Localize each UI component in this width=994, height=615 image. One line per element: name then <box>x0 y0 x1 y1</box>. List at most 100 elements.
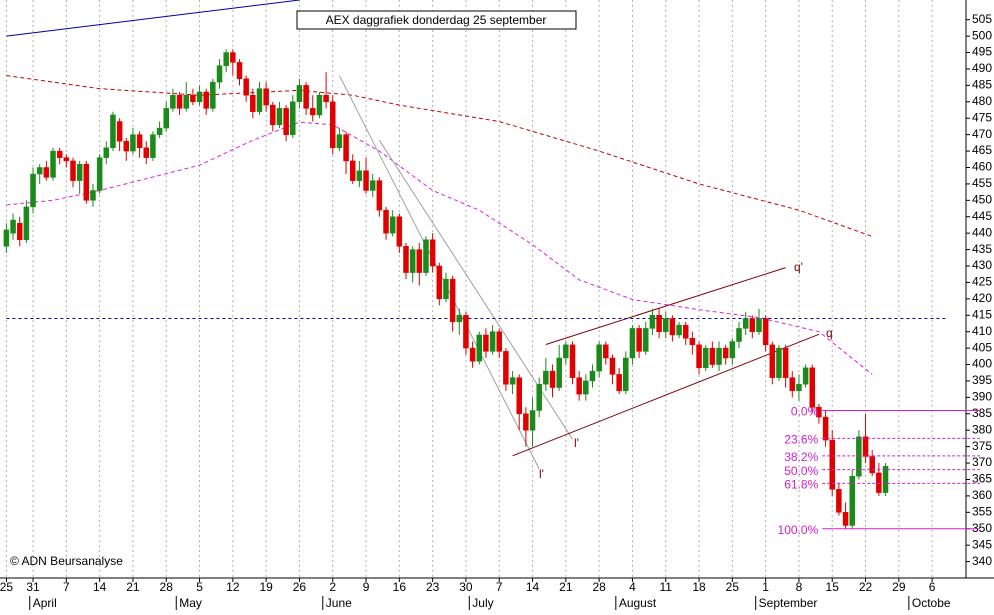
candle-body <box>483 334 489 352</box>
plot-area <box>3 0 946 529</box>
candle-body <box>323 94 329 103</box>
x-tick-label: 28 <box>160 580 174 594</box>
candle-body <box>156 127 163 135</box>
candle-body <box>882 466 889 493</box>
x-tick-label: 29 <box>892 580 906 594</box>
candle-body <box>363 170 369 191</box>
candle-body <box>516 377 522 415</box>
candle-body <box>396 216 403 247</box>
candle-body <box>682 324 689 339</box>
x-tick-label: 23 <box>426 580 440 594</box>
candle-body <box>769 344 776 378</box>
candle-body <box>423 239 429 273</box>
candle-body <box>616 374 622 392</box>
candle-body <box>476 334 483 362</box>
candle-body <box>789 377 796 392</box>
annotation: q <box>826 326 833 340</box>
candle-body <box>862 436 869 457</box>
y-tick-label: 360 <box>972 488 992 502</box>
y-tick-label: 450 <box>972 193 992 207</box>
y-tick-label: 375 <box>972 439 992 453</box>
y-tick-label: 470 <box>972 127 992 141</box>
month-label: Octobe <box>912 596 951 610</box>
candle-body <box>276 108 283 126</box>
candle-body <box>816 406 822 418</box>
copyright: © ADN Beursanalyse <box>10 554 123 568</box>
candle-body <box>83 163 90 201</box>
candle-body <box>556 357 562 388</box>
x-tick-label: 21 <box>559 580 573 594</box>
y-tick-label: 370 <box>972 455 992 469</box>
candle-body <box>636 328 642 352</box>
candle-body <box>183 94 189 109</box>
candle-body <box>463 315 469 349</box>
month-label: August <box>619 596 657 610</box>
y-tick-label: 455 <box>972 176 992 190</box>
candle-body <box>722 347 729 359</box>
month-label: July <box>472 596 493 610</box>
candle-body <box>469 347 476 362</box>
y-tick-label: 355 <box>972 504 992 518</box>
y-tick-label: 400 <box>972 357 992 371</box>
y-tick-label: 425 <box>972 275 992 289</box>
candle-body <box>456 315 463 323</box>
candle-body <box>143 147 150 158</box>
annotation: q' <box>794 260 803 274</box>
candle-body <box>190 94 196 103</box>
candle-body <box>263 88 269 106</box>
candle-body <box>356 170 363 181</box>
candle-body <box>16 223 23 240</box>
x-tick-label: 25 <box>726 580 740 594</box>
x-tick-label: 11 <box>660 580 673 594</box>
candle-body <box>170 94 176 109</box>
candle-body <box>303 85 309 109</box>
x-tick-label: 16 <box>393 580 407 594</box>
candle-body <box>376 180 383 211</box>
month-label: May <box>179 596 202 610</box>
y-tick-label: 475 <box>972 110 992 124</box>
x-tick-label: 26 <box>293 580 307 594</box>
candle-body <box>583 380 589 395</box>
y-tick-label: 440 <box>972 225 992 239</box>
y-tick-label: 385 <box>972 406 992 420</box>
candle-body <box>809 367 816 408</box>
x-tick-label: 2 <box>329 580 336 594</box>
trend-line <box>545 267 786 345</box>
candle-body <box>796 383 802 392</box>
y-tick-label: 415 <box>972 307 992 321</box>
candle-body <box>203 91 209 109</box>
candle-body <box>696 344 702 369</box>
candle-body <box>329 101 336 149</box>
candle-body <box>609 357 616 375</box>
candle-body <box>130 134 136 152</box>
y-tick-label: 480 <box>972 94 992 108</box>
candle-body <box>270 104 276 126</box>
candle-body <box>236 62 243 80</box>
candle-body <box>23 206 30 240</box>
y-tick-label: 380 <box>972 422 992 436</box>
y-tick-label: 445 <box>972 209 992 223</box>
candle-body <box>389 216 396 234</box>
candle-body <box>536 383 542 411</box>
candle-body <box>283 108 289 135</box>
y-tick-label: 390 <box>972 390 992 404</box>
x-tick-label: 18 <box>692 580 706 594</box>
x-tick-label: 4 <box>629 580 636 594</box>
x-tick-label: 25 <box>0 580 13 594</box>
x-tick-label: 14 <box>93 580 107 594</box>
candle-body <box>336 134 343 149</box>
candle-body <box>290 101 296 135</box>
candle-body <box>569 344 576 378</box>
candle-body <box>176 94 183 109</box>
candle-body <box>802 367 809 385</box>
candle-body <box>762 318 769 346</box>
candle-body <box>150 134 156 158</box>
y-tick-label: 490 <box>972 61 992 75</box>
candle-body <box>842 512 849 526</box>
y-tick-label: 485 <box>972 78 992 92</box>
annotation: l' <box>539 467 544 481</box>
candle-body <box>103 147 110 158</box>
candle-body <box>589 370 596 382</box>
candle-body <box>210 81 216 109</box>
